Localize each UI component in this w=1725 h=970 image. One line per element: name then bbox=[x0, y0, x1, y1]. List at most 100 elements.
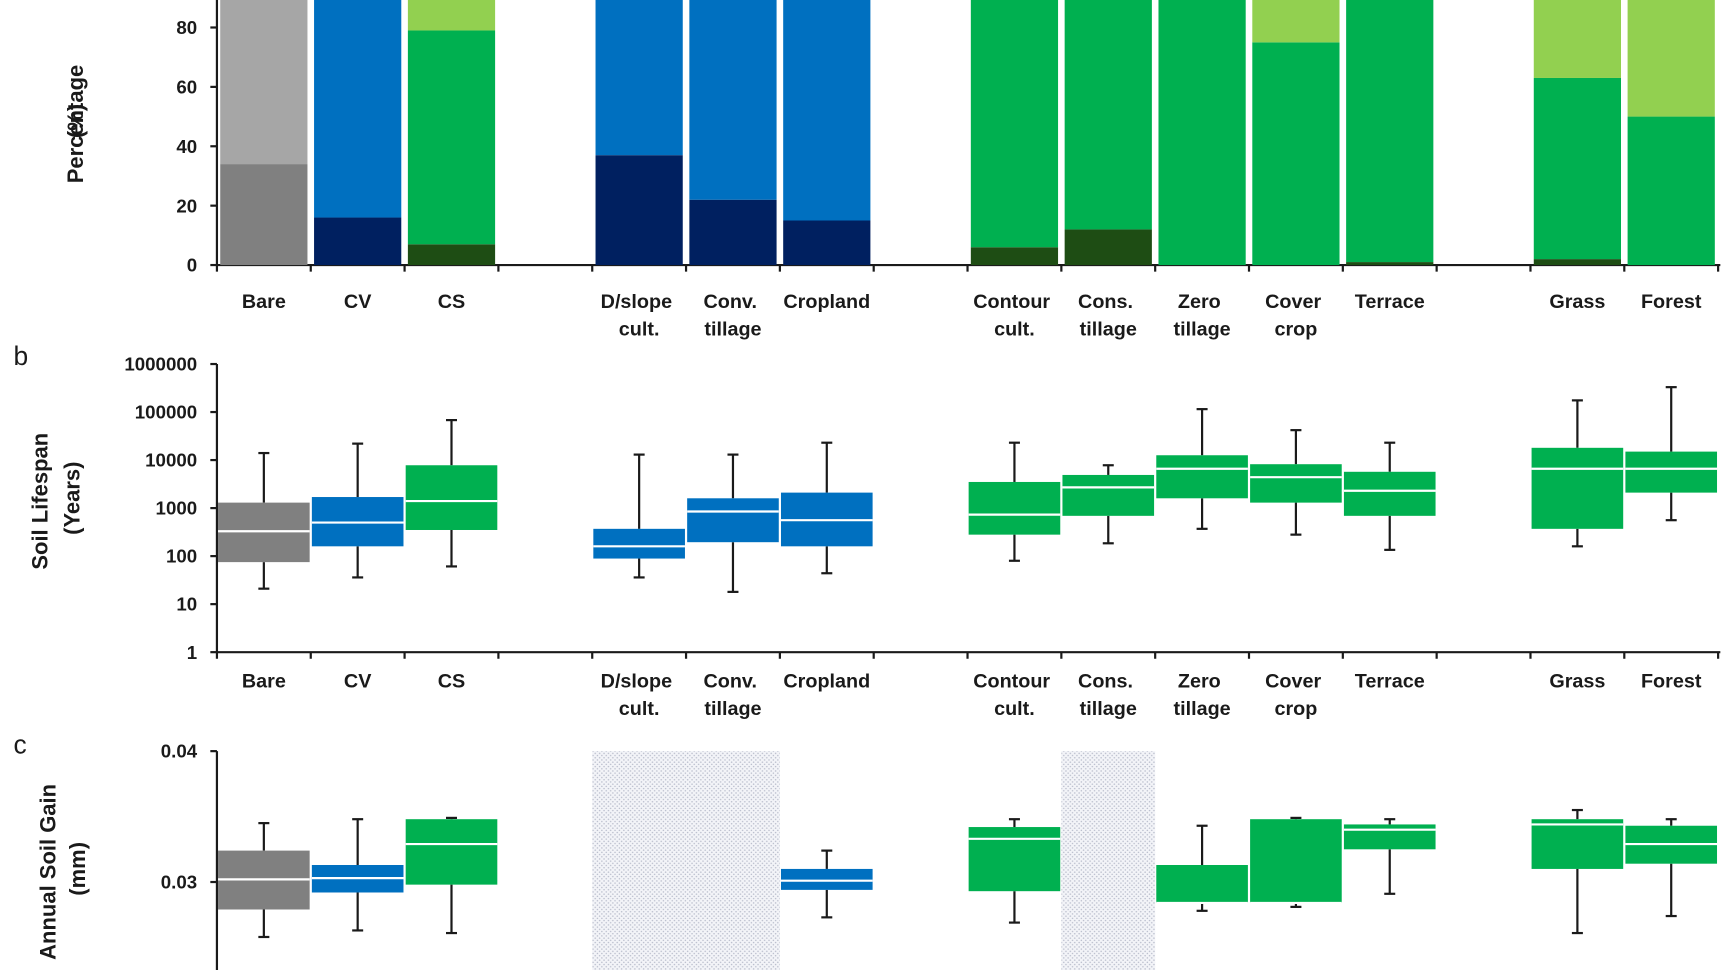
y-axis-label: Soil Lifespan (Years) bbox=[28, 427, 85, 570]
x-tick-label: CV bbox=[344, 291, 372, 313]
bar-segment bbox=[407, 244, 496, 266]
x-tick-label-line: D/slope bbox=[601, 291, 678, 313]
x-tick-label-line: tillage bbox=[704, 698, 761, 720]
x-tick-label: Conv. tillage bbox=[703, 291, 762, 340]
no-data-region bbox=[686, 751, 780, 970]
x-tick-label-line: Cons. bbox=[1078, 670, 1138, 692]
bar-segment bbox=[314, 0, 402, 218]
x-tick-label-line: Zero bbox=[1178, 291, 1226, 313]
x-tick-label: Grass bbox=[1549, 670, 1605, 692]
x-tick-label: Forest bbox=[1641, 291, 1702, 313]
x-tick-label: Forest bbox=[1641, 670, 1702, 692]
x-tick-label: CS bbox=[438, 670, 465, 692]
y-tick-label: 100000 bbox=[135, 402, 197, 423]
x-tick-label-line: crop bbox=[1274, 698, 1317, 720]
bar-segment bbox=[1158, 0, 1246, 266]
bar-segment bbox=[1064, 229, 1152, 266]
x-tick-label-line: Contour bbox=[973, 291, 1055, 313]
bar-segment bbox=[1252, 0, 1340, 43]
box bbox=[218, 502, 310, 563]
x-tick-label: Bare bbox=[242, 291, 286, 313]
y-tick-label: 1 bbox=[187, 642, 197, 663]
bar-segment bbox=[1346, 0, 1434, 263]
bar-segment bbox=[1064, 0, 1152, 230]
x-tick-label-line: D/slope bbox=[601, 670, 678, 692]
panel-label: b bbox=[13, 341, 28, 371]
y-tick-label: 0 bbox=[187, 255, 197, 276]
no-data-region bbox=[1061, 751, 1156, 970]
x-tick-label-line: tillage bbox=[1174, 318, 1231, 340]
bar-segment bbox=[220, 0, 308, 165]
bar-segment bbox=[689, 0, 777, 200]
box bbox=[1625, 451, 1718, 493]
x-tick-label-line: Zero bbox=[1178, 670, 1226, 692]
y-tick-label: 0.04 bbox=[161, 741, 198, 762]
box bbox=[968, 827, 1061, 892]
bar-segment bbox=[783, 220, 871, 266]
y-tick-label: 20 bbox=[176, 195, 197, 216]
box bbox=[968, 481, 1061, 535]
y-tick-label: 0.03 bbox=[161, 872, 197, 893]
x-tick-label: Conv. tillage bbox=[703, 670, 762, 719]
bar-segment bbox=[595, 0, 683, 156]
x-tick-label: Cons. tillage bbox=[1078, 670, 1138, 719]
y-axis-label-line: Soil Lifespan bbox=[28, 427, 53, 570]
x-tick-label-line: Conv. bbox=[703, 291, 762, 313]
x-tick-label: Zero tillage bbox=[1174, 291, 1231, 340]
y-tick-label: 1000 bbox=[156, 498, 198, 519]
box bbox=[405, 465, 498, 530]
x-tick-label-line: Contour bbox=[973, 670, 1055, 692]
x-tick-label: CV bbox=[344, 670, 372, 692]
panel-label: c bbox=[13, 729, 26, 759]
bar-segment bbox=[220, 164, 308, 266]
y-tick-label: 10000 bbox=[145, 450, 197, 471]
bar-segment bbox=[1627, 0, 1715, 117]
bar-segment bbox=[783, 0, 871, 221]
box bbox=[1156, 865, 1248, 903]
y-tick-label: 1000000 bbox=[124, 354, 197, 375]
box bbox=[1343, 824, 1436, 850]
y-axis-label-line: Annual Soil Gain bbox=[35, 778, 60, 960]
y-axis-label-line: (Years) bbox=[59, 462, 84, 535]
box bbox=[1250, 464, 1342, 503]
bar-segment bbox=[689, 199, 777, 266]
y-tick-label: 60 bbox=[176, 76, 197, 97]
x-tick-label: Zero tillage bbox=[1174, 670, 1231, 719]
x-tick-label: Contour cult. bbox=[973, 291, 1055, 340]
box bbox=[1062, 474, 1155, 516]
bar-segment bbox=[1533, 77, 1621, 260]
x-tick-label: Terrace bbox=[1355, 291, 1425, 313]
y-axis-label-line: Percentage bbox=[63, 59, 88, 184]
box bbox=[1531, 447, 1624, 529]
x-tick-label: CS bbox=[438, 291, 465, 313]
x-tick-label: Cropland bbox=[783, 670, 870, 692]
y-axis-label-line: (%) bbox=[63, 104, 88, 138]
bar-segment bbox=[407, 0, 496, 31]
x-tick-label: Cover crop bbox=[1265, 291, 1327, 340]
bar-segment bbox=[595, 155, 683, 266]
box bbox=[405, 819, 498, 885]
x-tick-label: Cons. tillage bbox=[1078, 291, 1138, 340]
y-tick-label: 10 bbox=[176, 594, 197, 615]
x-tick-label: D/slope cult. bbox=[601, 670, 678, 719]
x-tick-label-line: tillage bbox=[1080, 698, 1137, 720]
y-axis-label: Percentage (%) bbox=[63, 59, 88, 184]
x-tick-label-line: Conv. bbox=[703, 670, 762, 692]
x-tick-label-line: cult. bbox=[619, 698, 660, 720]
y-axis-label-line: (mm) bbox=[65, 842, 90, 896]
no-data-region bbox=[592, 751, 687, 970]
x-tick-label-line: tillage bbox=[1174, 698, 1231, 720]
x-tick-label-line: Cover bbox=[1265, 670, 1327, 692]
x-tick-label: Grass bbox=[1549, 291, 1605, 313]
box bbox=[1250, 819, 1342, 903]
bar-segment bbox=[1252, 42, 1340, 266]
bar-segment bbox=[970, 247, 1059, 266]
bar-segment bbox=[407, 30, 496, 245]
x-tick-label: Cover crop bbox=[1265, 670, 1327, 719]
box bbox=[1531, 819, 1624, 869]
bar-segment bbox=[1627, 116, 1715, 266]
bar-segment bbox=[1346, 262, 1434, 266]
bar-segment bbox=[1533, 259, 1621, 266]
x-tick-label-line: cult. bbox=[994, 698, 1035, 720]
